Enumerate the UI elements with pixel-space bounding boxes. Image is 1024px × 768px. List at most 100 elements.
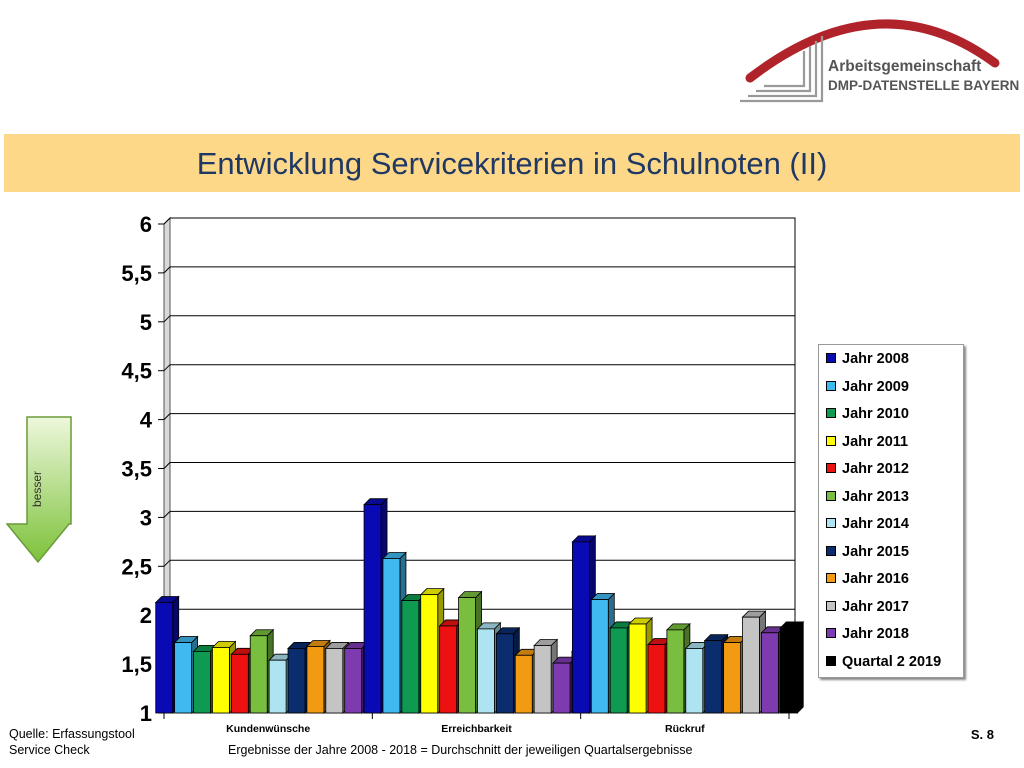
bar-front [666,629,685,714]
bar-front [268,659,287,714]
bar-front [590,599,609,714]
gridline-side [163,217,171,225]
bar-front [344,648,363,714]
gridline-side [163,462,171,469]
y-tick-label: 1,5 [121,652,152,677]
legend-label: Jahr 2018 [842,626,909,642]
legend-item: Jahr 2010 [826,403,909,425]
y-tick-label: 6 [140,212,152,237]
bar-front [325,648,344,714]
y-tick-label: 4,5 [121,359,152,384]
legend-item: Jahr 2011 [826,431,908,453]
y-tick-label: 5 [140,310,152,335]
page-number: S. 8 [970,727,994,742]
bar-front [495,633,514,714]
down-arrow-icon [6,416,72,564]
gridline-side [163,559,171,567]
bar-front [760,632,779,714]
bar-front [742,616,760,714]
legend-item: Jahr 2018 [826,623,909,645]
bar [684,641,710,714]
legend-item: Jahr 2015 [826,541,909,563]
bar-front [514,654,533,714]
bar-front [477,628,495,714]
legend-label: Jahr 2008 [842,351,909,367]
legend-item: Jahr 2014 [826,513,909,535]
legend-label: Jahr 2011 [842,433,909,450]
legend-label: Jahr 2017 [842,598,909,615]
legend-label: Jahr 2015 [842,543,909,560]
legend-swatch [826,600,836,611]
bar-front [458,597,476,714]
y-tick-label: 1 [140,701,152,726]
bar-front [287,648,306,714]
legend-swatch [826,655,836,666]
bar-front [155,602,174,714]
legend-label: Jahr 2009 [842,378,909,395]
source-line-1: Quelle: Erfassungstool [9,727,135,741]
bar [495,626,521,714]
x-tick-label: Rückruf [665,723,705,735]
legend-label: Jahr 2014 [842,516,909,532]
bar-front [609,627,628,714]
legend-item: Jahr 2009 [826,376,909,398]
bar-front [363,504,382,714]
legend-label: Jahr 2012 [842,461,909,477]
source-line-2: Service Check [9,743,90,757]
y-tick-label: 2,5 [121,554,152,579]
bar-front [439,625,458,714]
logo: Arbeitsgemeinschaft DMP-DATENSTELLE BAYE… [740,19,1019,103]
gridline-side [163,315,171,323]
legend-item: Quartal 2 2019 [826,651,941,673]
plot-area: 1 1,5 2 2,5 3 3,5 4 4,5 5 5,5 6 Kundenwünsche Erreic… [121,212,805,735]
bar-front [249,635,268,714]
logo-text-line1: Arbeitsgemeinschaft [828,58,981,75]
legend-item: Jahr 2008 [826,348,909,370]
bar-front [174,642,193,714]
y-tick-label: 2 [140,603,152,628]
x-tick-label: Erreichbarkeit [441,723,512,735]
bar-front [230,653,249,714]
arrow-label: besser [30,470,44,508]
y-tick-label: 3,5 [121,457,152,482]
bar [779,620,805,714]
legend-swatch [826,408,836,419]
bar-front [193,650,211,714]
bar-front [382,558,401,714]
y-tick-label: 5,5 [121,261,152,286]
legend-swatch [826,545,836,556]
bar-front [647,644,666,714]
gridline-side [163,511,171,518]
page-title: Entwicklung Servicekriterien in Schulnot… [196,146,828,181]
legend-item: Jahr 2013 [826,486,909,508]
legend-swatch [826,628,836,639]
y-tick-label: 3 [140,505,152,530]
bar-front [401,600,420,714]
legend-label: Jahr 2010 [842,406,909,422]
bar-front [420,594,439,714]
legend-swatch [826,463,836,474]
legend-label: Jahr 2016 [842,571,909,587]
legend-label: Quartal 2 2019 [842,653,942,670]
legend-label: Jahr 2013 [842,488,909,505]
footnote-text: Ergebnisse der Jahre 2008 - 2018 = Durch… [228,743,693,757]
logo-text-line2: DMP-DATENSTELLE BAYERN [828,78,1019,93]
y-tick-label: 4 [140,408,153,433]
bar-front [628,623,647,714]
legend-item: Jahr 2017 [826,596,909,618]
gridline-side [163,266,171,274]
bar-chart: 1 1,5 2 2,5 3 3,5 4 4,5 5 5,5 6 Kundenwünsche Erreic… [121,212,805,735]
legend-swatch [826,518,836,529]
bar-front [779,627,798,714]
bar-front [723,642,741,714]
bar-front [571,541,590,714]
x-tick-label: Kundenwünsche [226,723,310,735]
legend-item: Jahr 2016 [826,568,909,590]
bar-front [685,648,704,714]
logo-mark [740,19,1000,103]
bar-front [533,645,552,714]
bar-front [212,647,230,714]
legend-swatch [826,573,836,584]
chart-legend: Jahr 2008 Jahr 2009 Jahr 2010 Jahr 2011 Jahr… [818,344,964,678]
bar-front [552,662,571,714]
